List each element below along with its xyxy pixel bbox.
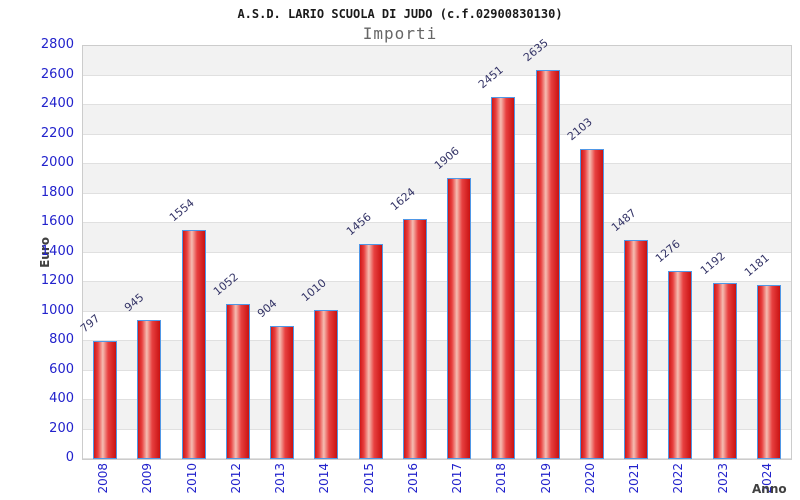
y-tick-label: 200 — [49, 420, 74, 436]
bar-2010 — [181, 229, 206, 459]
bar-2021 — [624, 239, 649, 459]
x-axis-title: Anno — [752, 482, 787, 496]
x-tick-label: 2021 — [627, 463, 642, 494]
bar-2023 — [712, 283, 737, 459]
chart-subtitle: Importi — [362, 24, 438, 43]
x-tick-label: 2018 — [494, 463, 509, 494]
x-tick-label: 2010 — [184, 463, 199, 494]
plot-band — [83, 194, 791, 223]
x-tick-label: 2017 — [450, 463, 465, 494]
bar-2017 — [447, 177, 472, 459]
x-tick-label: 2013 — [273, 463, 288, 494]
bar-2019 — [535, 70, 560, 459]
y-tick-label: 800 — [49, 332, 74, 347]
plot-band — [83, 371, 791, 400]
plot-band — [83, 46, 791, 76]
x-tick-label: 2023 — [715, 463, 730, 494]
y-tick-label: 600 — [49, 361, 74, 377]
x-tick-label: 2012 — [228, 463, 243, 494]
y-tick-label: 1000 — [40, 302, 74, 318]
bar-2022 — [668, 270, 693, 459]
x-tick-label: 2022 — [671, 463, 686, 494]
plot-band — [83, 105, 791, 135]
bar-2012 — [225, 303, 250, 459]
y-tick-label: 400 — [49, 391, 74, 406]
plot-band — [83, 164, 791, 194]
y-tick-label: 2800 — [40, 37, 74, 52]
bar-2018 — [491, 97, 516, 459]
plot-band — [83, 253, 791, 282]
x-tick-label: 2019 — [538, 463, 553, 494]
x-tick-label: 2008 — [96, 463, 111, 494]
bar-2020 — [579, 148, 604, 459]
y-tick-label: 0 — [65, 450, 74, 465]
x-tick-label: 2015 — [361, 463, 376, 494]
bar-2013 — [270, 325, 295, 459]
plot-area: 797 945 1554 1052 904 1010 1456 1624 1906 2451 263… — [78, 37, 792, 460]
plot-band — [83, 312, 791, 341]
y-tick-label: 2600 — [40, 66, 74, 82]
plot-band — [83, 76, 791, 105]
y-tick-label: 1200 — [40, 273, 74, 288]
y-tick-label: 1400 — [40, 243, 74, 259]
x-tick-label: 2020 — [582, 463, 597, 494]
plot-band — [83, 430, 791, 459]
plot-band — [83, 135, 791, 164]
bar-2009 — [137, 319, 162, 459]
y-tick-label: 2000 — [40, 155, 74, 170]
y-tick-label: 2200 — [40, 125, 74, 141]
y-tick-label: 2400 — [40, 96, 74, 111]
y-tick-label: 1600 — [40, 214, 74, 229]
x-tick-label: 2014 — [317, 463, 332, 494]
x-tick-label: 2016 — [405, 463, 420, 494]
bar-2015 — [358, 244, 383, 459]
x-tick-label: 2009 — [140, 463, 155, 494]
chart-title: A.S.D. LARIO SCUOLA DI JUDO (c.f.0290083… — [237, 7, 563, 21]
bar-2016 — [402, 219, 427, 459]
y-tick-label: 1800 — [40, 184, 74, 200]
bar-2008 — [93, 341, 118, 459]
bar-2014 — [314, 310, 339, 459]
bar-2024 — [756, 284, 781, 459]
